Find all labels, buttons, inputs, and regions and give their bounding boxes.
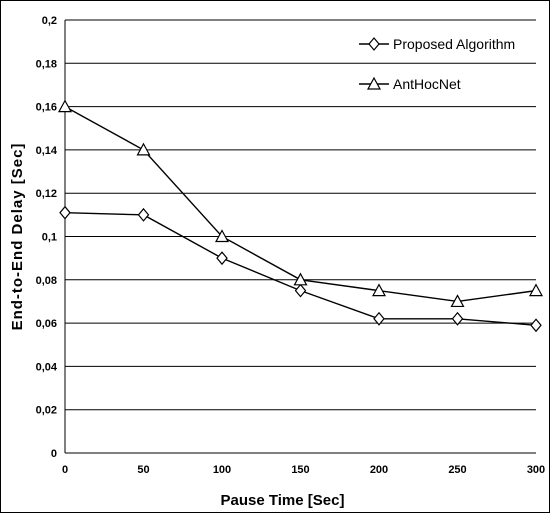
x-tick-label: 300: [527, 464, 545, 476]
data-point-diamond: [451, 311, 464, 326]
data-point-triangle: [528, 283, 544, 297]
data-point-triangle: [293, 272, 308, 286]
axes: [64, 20, 536, 454]
data-point-triangle: [371, 283, 387, 297]
data-point-triangle: [136, 142, 151, 156]
legend-label: Proposed Algorithm: [393, 36, 515, 52]
y-tick-label: 0,02: [36, 405, 57, 417]
data-point-triangle: [57, 99, 73, 113]
data-point-diamond: [137, 207, 150, 222]
y-tick-label: 0,2: [42, 15, 57, 27]
data-point-diamond: [373, 311, 385, 326]
x-tick-label: 200: [370, 464, 388, 476]
data-point-triangle: [366, 76, 382, 90]
y-tick-label: 0,06: [36, 318, 57, 330]
legend-item: AntHocNet: [359, 76, 461, 92]
x-tick-label: 50: [137, 464, 149, 476]
legend-label: AntHocNet: [393, 76, 461, 92]
data-point-diamond: [530, 318, 542, 333]
y-axis-title: End-to-End Delay [Sec]: [9, 143, 26, 331]
data-point-diamond: [294, 283, 307, 298]
x-tick-label: 150: [291, 464, 309, 476]
data-point-triangle: [214, 229, 230, 243]
y-tick-label: 0,18: [36, 58, 57, 70]
tick-labels: 0 0,02 0,04 0,06 0,08 0,1 0,12 0,14 0,16 0,18 0,2 0…: [36, 15, 546, 476]
series-1: [57, 99, 544, 308]
series-0: [59, 205, 542, 333]
y-tick-label: 0,14: [36, 145, 58, 157]
data-point-diamond: [368, 37, 380, 51]
x-tick-label: 0: [62, 464, 68, 476]
legend: Proposed Algorithm AntHocNet: [359, 36, 515, 92]
y-tick-label: 0,16: [36, 102, 57, 114]
y-tick-label: 0,04: [36, 361, 58, 373]
data-point-diamond: [216, 251, 228, 266]
y-tick-label: 0,1: [42, 232, 57, 244]
data-point-triangle: [450, 294, 465, 308]
series: [57, 99, 544, 333]
legend-item: Proposed Algorithm: [359, 36, 515, 52]
y-tick-label: 0,08: [36, 275, 57, 287]
x-tick-label: 100: [213, 464, 231, 476]
x-tick-label: 250: [448, 464, 466, 476]
y-tick-label: 0: [51, 448, 57, 460]
x-axis-title: Pause Time [Sec]: [221, 492, 345, 509]
data-point-diamond: [59, 205, 71, 220]
y-tick-label: 0,12: [36, 188, 57, 200]
